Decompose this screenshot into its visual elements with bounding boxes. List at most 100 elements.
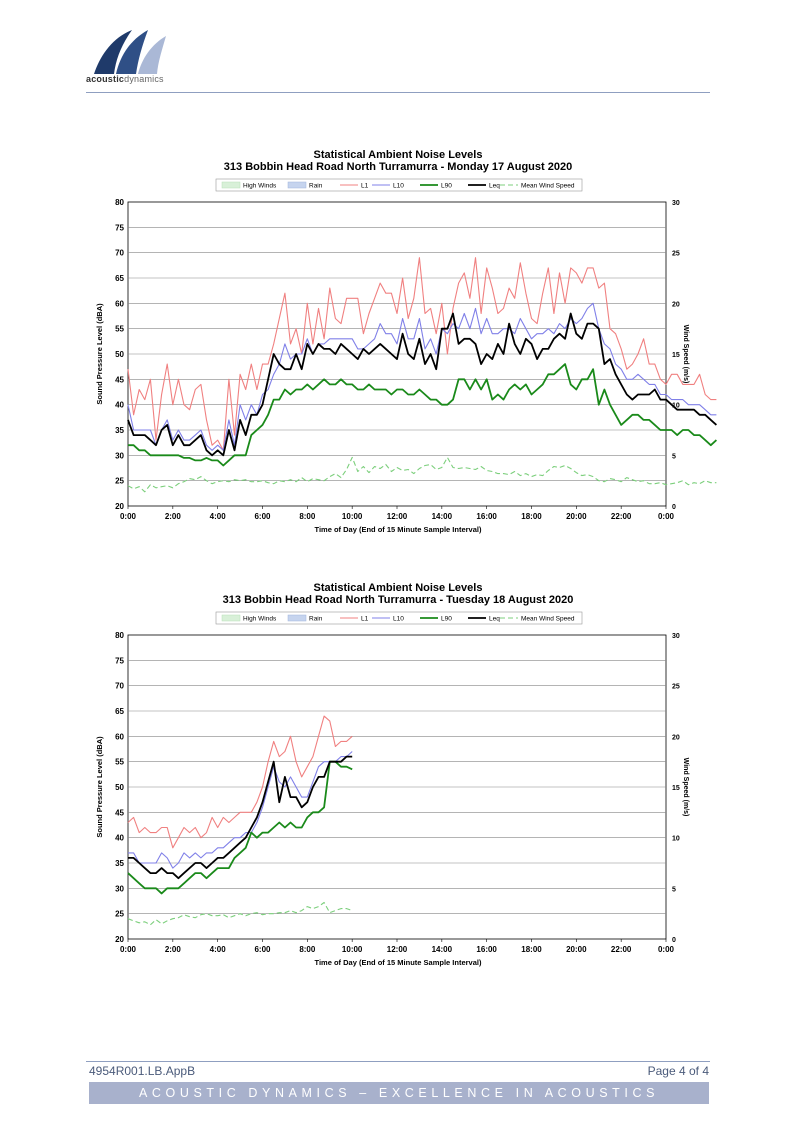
y-tick-label: 40 <box>115 834 124 843</box>
chart-legend: High Winds Rain L1 L10 L90 Leq Mean Wind Speed <box>215 178 583 192</box>
y2-tick-label: 30 <box>672 633 680 640</box>
y-tick-label: 55 <box>115 758 124 767</box>
series-leq <box>127 312 717 457</box>
y-tick-label: 45 <box>115 375 124 384</box>
x-tick-label: 6:00 <box>254 945 271 954</box>
x-tick-label: 6:00 <box>254 512 271 521</box>
y-tick-label: 30 <box>115 451 124 460</box>
x-tick-label: 12:00 <box>387 945 408 954</box>
x-tick-label: 14:00 <box>432 945 453 954</box>
legend-label: Leq <box>489 183 500 190</box>
y-tick-label: 50 <box>115 350 124 359</box>
legend-label: L90 <box>441 183 452 190</box>
y-tick-label: 45 <box>115 808 124 817</box>
y-tick-label: 40 <box>115 401 124 410</box>
legend-label: L10 <box>393 183 404 190</box>
series-l1 <box>127 715 353 849</box>
x-tick-label: 20:00 <box>566 512 587 521</box>
y2-tick-label: 0 <box>672 937 676 944</box>
y2-tick-label: 15 <box>672 352 680 359</box>
chart-subtitle: 313 Bobbin Head Road North Turramurra - … <box>223 594 574 606</box>
y2-tick-label: 20 <box>672 734 680 741</box>
x-tick-label: 22:00 <box>611 512 632 521</box>
legend-label: Mean Wind Speed <box>521 183 575 190</box>
y-tick-label: 35 <box>115 426 124 435</box>
legend-box <box>215 611 583 625</box>
y2-tick-label: 30 <box>672 200 680 207</box>
y-tick-label: 65 <box>115 274 124 283</box>
y-axis-label: Sound Pressure Level (dBA) <box>95 303 104 405</box>
x-tick-label: 2:00 <box>165 945 182 954</box>
x-axis-label: Time of Day (End of 15 Minute Sample Int… <box>315 525 482 534</box>
company-logo <box>94 30 166 74</box>
footer-rule <box>86 1061 710 1062</box>
series-mean-wind-speed <box>127 901 353 926</box>
y-axis-label: Sound Pressure Level (dBA) <box>95 736 104 838</box>
y-tick-label: 50 <box>115 783 124 792</box>
legend-label: L1 <box>361 616 369 623</box>
x-tick-label: 22:00 <box>611 945 632 954</box>
legend-label: Mean Wind Speed <box>521 616 575 623</box>
series-l90 <box>128 363 718 467</box>
y-tick-label: 75 <box>115 223 124 232</box>
x-axis-label: Time of Day (End of 15 Minute Sample Int… <box>315 958 482 967</box>
legend-label: Rain <box>309 616 323 623</box>
x-tick-label: 12:00 <box>387 512 408 521</box>
x-tick-label: 2:00 <box>165 512 182 521</box>
y2-tick-label: 25 <box>672 251 680 258</box>
legend-swatch-rain <box>287 181 307 189</box>
y-tick-label: 75 <box>115 656 124 665</box>
x-tick-label: 16:00 <box>476 512 497 521</box>
chart-title: Statistical Ambient Noise Levels <box>314 582 483 594</box>
legend-label: L1 <box>361 183 369 190</box>
x-tick-label: 0:00 <box>120 512 137 521</box>
series-l90 <box>127 760 353 895</box>
y-tick-label: 60 <box>115 299 124 308</box>
x-tick-label: 0:00 <box>658 945 675 954</box>
y2-tick-label: 0 <box>672 504 676 511</box>
x-tick-label: 4:00 <box>210 945 227 954</box>
y2-tick-label: 15 <box>672 785 680 792</box>
logo-wordmark: acousticdynamics <box>86 74 164 84</box>
y-tick-label: 25 <box>115 477 124 486</box>
series-l1 <box>127 257 717 451</box>
header-rule <box>86 92 710 93</box>
x-tick-label: 0:00 <box>120 945 137 954</box>
y2-tick-label: 5 <box>672 453 676 460</box>
legend-swatch-rain <box>287 614 307 622</box>
series-leq <box>128 755 353 880</box>
y-tick-label: 30 <box>115 884 124 893</box>
series-l10 <box>128 751 353 869</box>
document-code: 4954R001.LB.AppB <box>89 1064 196 1078</box>
y2-tick-label: 25 <box>672 684 680 691</box>
x-tick-label: 14:00 <box>432 512 453 521</box>
x-tick-label: 10:00 <box>342 945 363 954</box>
y-tick-label: 70 <box>115 249 124 258</box>
x-tick-label: 8:00 <box>299 512 316 521</box>
series-mean-wind-speed <box>127 456 717 493</box>
series-l10 <box>127 302 717 451</box>
y-tick-label: 25 <box>115 910 124 919</box>
chart-legend: High Winds Rain L1 L10 L90 Leq Mean Wind Speed <box>215 611 583 625</box>
x-tick-label: 18:00 <box>521 945 542 954</box>
y2-axis-label: Wind Speed (m/s) <box>682 325 689 384</box>
y-tick-label: 20 <box>115 935 124 944</box>
legend-swatch-high-winds <box>221 181 241 189</box>
y-tick-label: 65 <box>115 707 124 716</box>
y-tick-label: 80 <box>115 631 124 640</box>
legend-label: High Winds <box>243 183 277 190</box>
legend-label: High Winds <box>243 616 277 623</box>
y-tick-label: 60 <box>115 732 124 741</box>
chart-subtitle: 313 Bobbin Head Road North Turramurra - … <box>224 161 572 173</box>
y-tick-label: 70 <box>115 682 124 691</box>
x-tick-label: 18:00 <box>521 512 542 521</box>
y2-tick-label: 20 <box>672 301 680 308</box>
x-tick-label: 4:00 <box>210 512 227 521</box>
x-tick-label: 20:00 <box>566 945 587 954</box>
x-tick-label: 16:00 <box>476 945 497 954</box>
y-tick-label: 35 <box>115 859 124 868</box>
legend-swatch-high-winds <box>221 614 241 622</box>
y2-tick-label: 10 <box>672 836 680 843</box>
